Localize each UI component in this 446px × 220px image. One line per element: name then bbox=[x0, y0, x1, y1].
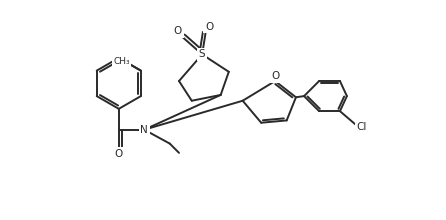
Text: O: O bbox=[115, 149, 123, 159]
Text: CH₃: CH₃ bbox=[113, 57, 130, 66]
Text: Cl: Cl bbox=[357, 122, 367, 132]
Text: O: O bbox=[174, 26, 182, 36]
Text: O: O bbox=[271, 72, 279, 81]
Text: S: S bbox=[199, 50, 206, 59]
Text: O: O bbox=[205, 22, 213, 32]
Text: N: N bbox=[140, 125, 148, 135]
